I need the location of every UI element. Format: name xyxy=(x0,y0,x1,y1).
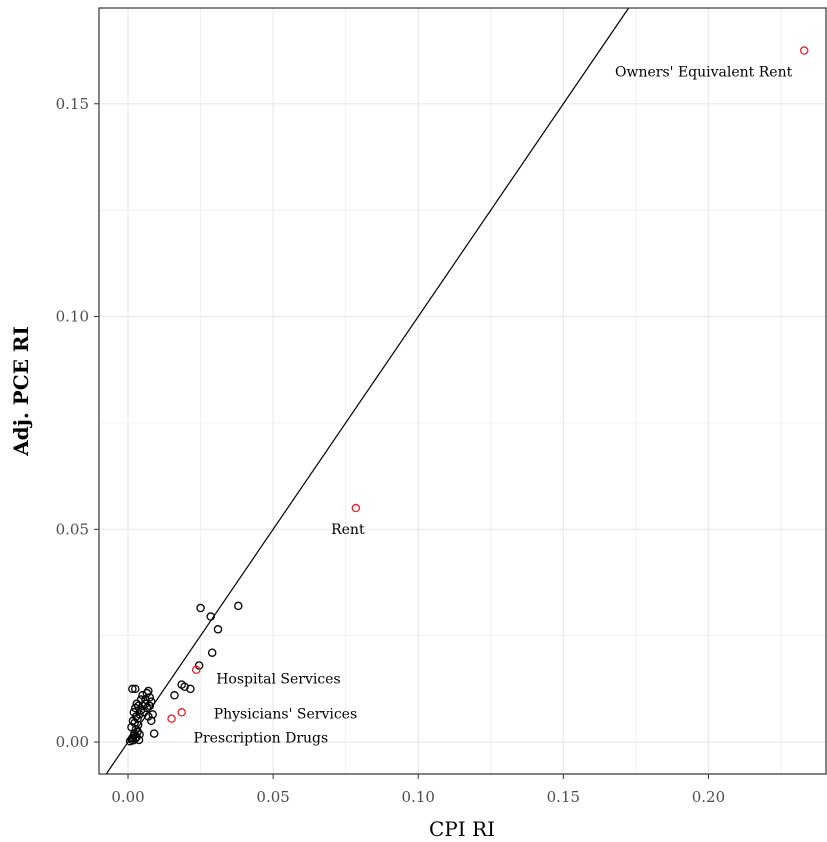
point-labels-layer: Owners' Equivalent Rent Rent Hospital Serv… xyxy=(194,65,793,747)
data-point xyxy=(135,710,144,719)
x-axis: 0.00 0.05 0.10 0.15 0.20 xyxy=(111,774,725,806)
y-tick-label: 0.05 xyxy=(56,520,89,538)
x-tick-label: 0.05 xyxy=(256,788,289,806)
point-label: Rent xyxy=(331,522,365,538)
data-point xyxy=(134,735,144,745)
point-label: Physicians' Services xyxy=(214,706,357,722)
highlighted-point xyxy=(167,714,176,723)
data-point xyxy=(144,712,153,721)
y-tick-label: 0.10 xyxy=(56,308,89,326)
data-point xyxy=(148,710,157,719)
x-tick-label: 0.10 xyxy=(402,788,435,806)
reference-line xyxy=(105,7,630,775)
highlighted-point xyxy=(191,665,201,674)
data-point xyxy=(136,695,146,704)
data-point xyxy=(131,684,140,694)
data-point xyxy=(145,701,155,711)
data-point xyxy=(213,625,223,634)
highlighted-point xyxy=(799,46,809,55)
data-point xyxy=(146,697,156,706)
data-point xyxy=(207,648,217,657)
highlighted-point xyxy=(177,708,186,717)
point-label: Owners' Equivalent Rent xyxy=(615,65,793,81)
data-point xyxy=(142,688,152,698)
data-point xyxy=(144,686,153,696)
data-point xyxy=(133,714,142,723)
plot-border xyxy=(98,7,827,775)
data-point xyxy=(180,682,189,692)
data-point xyxy=(149,729,159,738)
data-point xyxy=(132,699,141,709)
data-point xyxy=(139,708,149,717)
x-axis-title: CPI RI xyxy=(429,817,495,841)
y-axis: 0.00 0.05 0.10 0.15 xyxy=(56,95,99,751)
data-point xyxy=(186,684,195,694)
data-point xyxy=(206,612,215,621)
data-point xyxy=(194,661,204,670)
x-tick-label: 0.20 xyxy=(692,788,725,806)
y-tick-label: 0.00 xyxy=(56,733,89,751)
points-layer xyxy=(125,46,809,746)
data-point xyxy=(128,684,137,694)
point-label: Prescription Drugs xyxy=(194,731,329,747)
data-point xyxy=(131,734,140,743)
data-point xyxy=(135,730,144,739)
data-point xyxy=(138,691,147,700)
plot-panel xyxy=(99,8,826,774)
data-point xyxy=(129,708,139,717)
reference-line-layer xyxy=(105,7,630,775)
point-label: Hospital Services xyxy=(216,672,340,688)
y-tick-label: 0.15 xyxy=(56,95,89,113)
highlighted-point xyxy=(351,503,361,513)
grid-minor xyxy=(99,8,826,774)
x-tick-label: 0.00 xyxy=(111,788,144,806)
data-point xyxy=(170,691,179,700)
x-tick-label: 0.15 xyxy=(547,788,580,806)
data-point xyxy=(196,603,205,613)
y-axis-title: Adj. PCE RI xyxy=(9,326,33,457)
grid-major xyxy=(99,8,826,774)
data-point xyxy=(234,601,243,611)
